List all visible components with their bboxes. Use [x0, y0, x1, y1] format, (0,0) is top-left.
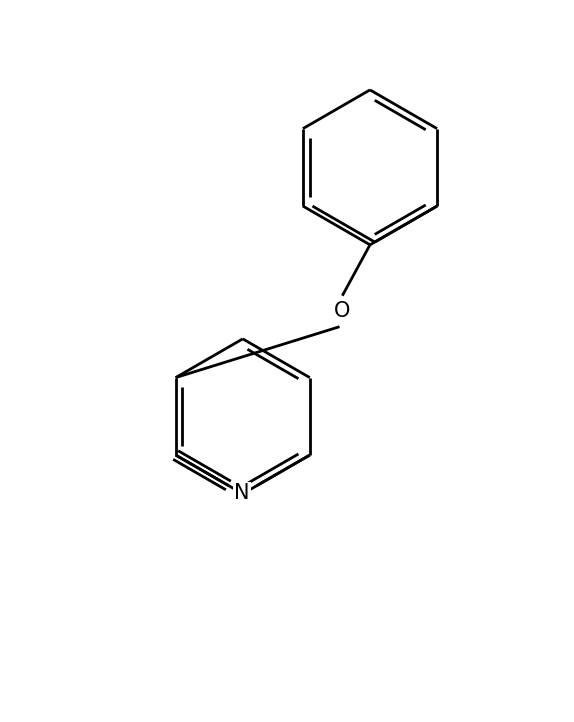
Text: O: O	[334, 301, 351, 321]
Text: N: N	[234, 483, 250, 503]
